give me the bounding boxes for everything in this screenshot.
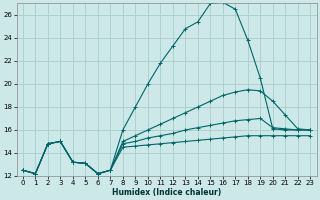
X-axis label: Humidex (Indice chaleur): Humidex (Indice chaleur) <box>112 188 221 197</box>
